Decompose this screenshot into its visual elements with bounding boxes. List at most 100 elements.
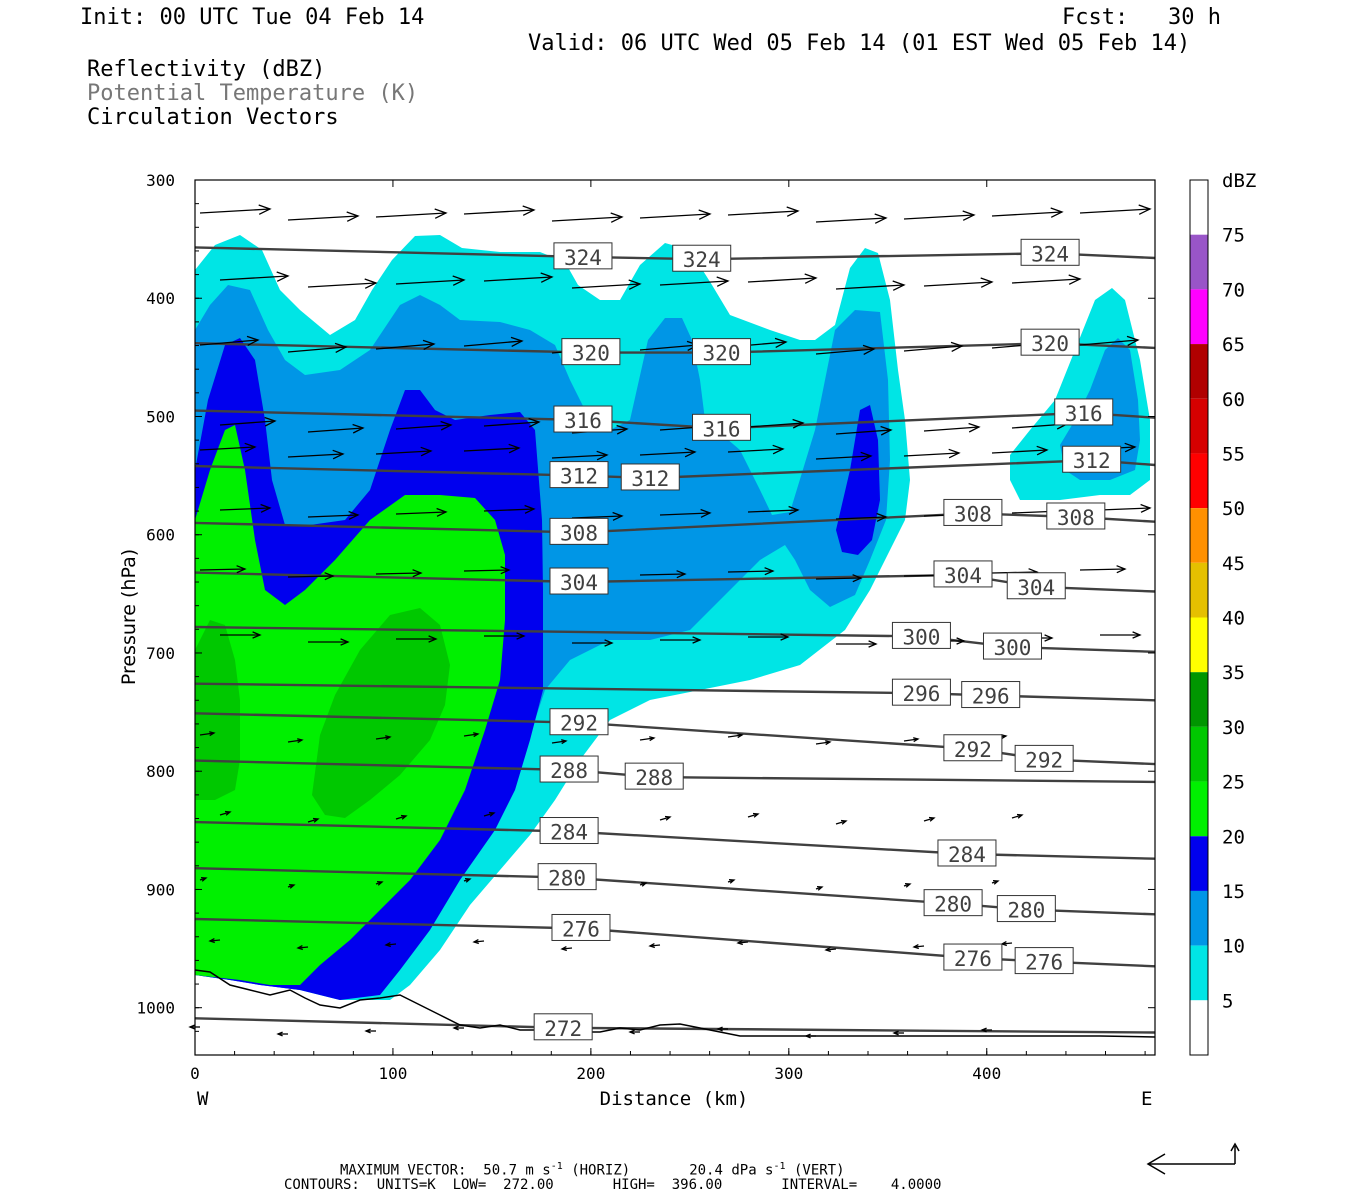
theta-label: 312 — [620, 463, 680, 491]
circulation-vector — [219, 810, 232, 816]
theta-label-text: 276 — [562, 917, 600, 941]
circulation-vector — [727, 567, 775, 576]
theta-label-text: 288 — [550, 759, 588, 783]
colorbar-level-label: 40 — [1222, 608, 1245, 630]
y-tick-label: 400 — [146, 289, 175, 308]
y-tick-label: 300 — [146, 171, 175, 190]
theta-contour — [194, 1017, 1156, 1034]
circulation-vector — [463, 443, 521, 454]
y-tick-label: 800 — [146, 762, 175, 781]
colorbar-segment — [1190, 890, 1208, 946]
colorbar-segment — [1190, 562, 1208, 618]
plot-frame — [194, 179, 1156, 1056]
circulation-vector — [395, 507, 448, 517]
theta-label-text: 292 — [954, 738, 992, 762]
colorbar-level-label: 10 — [1222, 936, 1245, 958]
theta-label-text: 280 — [548, 867, 586, 891]
theta-label: 316 — [553, 405, 613, 433]
theta-label: 296 — [891, 678, 951, 706]
init-time: Init: 00 UTC Tue 04 Feb 14 — [80, 5, 425, 30]
theta-label-text: 320 — [1031, 332, 1069, 356]
theta-contour-labels: 324 324 324 320 320 320 316 316 316 312 312 312 308 3… — [533, 238, 1122, 1041]
colorbar-segment — [1190, 453, 1208, 509]
theta-label-text: 308 — [1057, 506, 1095, 530]
theta-label-text: 280 — [934, 893, 972, 917]
forecast-hour: Fcst: 30 h — [1062, 5, 1221, 30]
colorbar-level-label: 70 — [1222, 279, 1245, 301]
circulation-vector — [199, 565, 247, 574]
theta-label-text: 308 — [560, 521, 598, 545]
circulation-vector — [384, 942, 397, 948]
circulation-vector — [748, 633, 790, 641]
circulation-vector — [815, 451, 873, 462]
circulation-vector — [835, 512, 888, 522]
circulation-vector — [648, 943, 661, 949]
circulation-vector — [199, 442, 257, 453]
theta-label-text: 320 — [572, 342, 610, 366]
circulation-vector — [219, 416, 277, 427]
axis-ticks: 300 400 500 600 700 800 900 1000 0 100 200 300 400 — [136, 171, 1155, 1083]
theta-label-text: 300 — [994, 636, 1032, 660]
max-vector-text: MAXIMUM VECTOR: 50.7 m s-1 (HORIZ) 20.4 … — [340, 1161, 845, 1179]
circulation-vector — [219, 271, 290, 282]
circulation-vector — [727, 733, 744, 739]
circulation-vector — [991, 879, 1000, 885]
circulation-vector — [923, 422, 981, 433]
reflectivity-fill — [195, 235, 1150, 1000]
field-potential-temperature: Potential Temperature (K) — [87, 81, 419, 106]
theta-label: 292 — [943, 734, 1003, 762]
colorbar-level-label: 5 — [1222, 990, 1233, 1012]
circulation-vector — [463, 877, 472, 883]
reference-vector-icon — [1146, 1142, 1240, 1175]
theta-label: 280 — [996, 895, 1056, 923]
x-tick-label: 300 — [774, 1064, 803, 1083]
y-tick-label: 900 — [146, 880, 175, 899]
circulation-vector — [472, 939, 485, 945]
theta-label: 280 — [537, 863, 597, 891]
x-axis-label: Distance (km) — [600, 1088, 749, 1110]
circulation-vector — [375, 880, 384, 886]
colorbar-level-label: 55 — [1222, 443, 1245, 465]
x-tick-label: 0 — [190, 1064, 200, 1083]
circulation-vector — [287, 738, 304, 744]
circulation-vector — [551, 739, 568, 745]
circulation-vector — [452, 1025, 464, 1031]
circulation-vector — [824, 947, 837, 953]
circulation-vector — [308, 638, 350, 646]
theta-label-text: 288 — [635, 766, 673, 790]
theta-label-text: 316 — [1065, 402, 1103, 426]
circulation-vector — [287, 883, 296, 889]
circulation-vector — [375, 735, 392, 741]
y-tick-label: 500 — [146, 407, 175, 426]
x-tick-label: 100 — [378, 1064, 407, 1083]
circulation-vector — [287, 572, 335, 581]
theta-label: 304 — [933, 560, 993, 588]
circulation-vector — [659, 276, 730, 287]
circulation-vector — [483, 811, 496, 817]
theta-label-text: 292 — [1025, 748, 1063, 772]
theta-label: 296 — [961, 681, 1021, 709]
field-circulation-vectors: Circulation Vectors — [87, 105, 339, 130]
circulation-vector — [1011, 813, 1024, 819]
colorbar-segment — [1190, 398, 1208, 454]
circulation-vector — [1011, 274, 1082, 285]
circulation-vector — [199, 204, 272, 215]
circulation-vector — [659, 815, 672, 821]
theta-label-text: 300 — [902, 625, 940, 649]
x-axis-west-label: W — [197, 1088, 209, 1110]
circulation-vector — [747, 505, 800, 515]
colorbar-level-label: 75 — [1222, 225, 1245, 247]
circulation-vector — [912, 944, 925, 950]
circulation-vector — [307, 510, 360, 520]
circulation-vector — [747, 273, 818, 284]
theta-label: 308 — [943, 498, 1003, 526]
circulation-vector — [835, 425, 893, 436]
circulation-vector — [639, 736, 656, 742]
circulation-vector — [639, 570, 687, 579]
circulation-vector — [375, 446, 433, 457]
colorbar-segment — [1190, 945, 1208, 1001]
theta-label-text: 316 — [703, 417, 741, 441]
theta-label: 312 — [549, 461, 609, 489]
circulation-vector — [815, 574, 863, 583]
terrain-line — [194, 969, 1156, 1038]
